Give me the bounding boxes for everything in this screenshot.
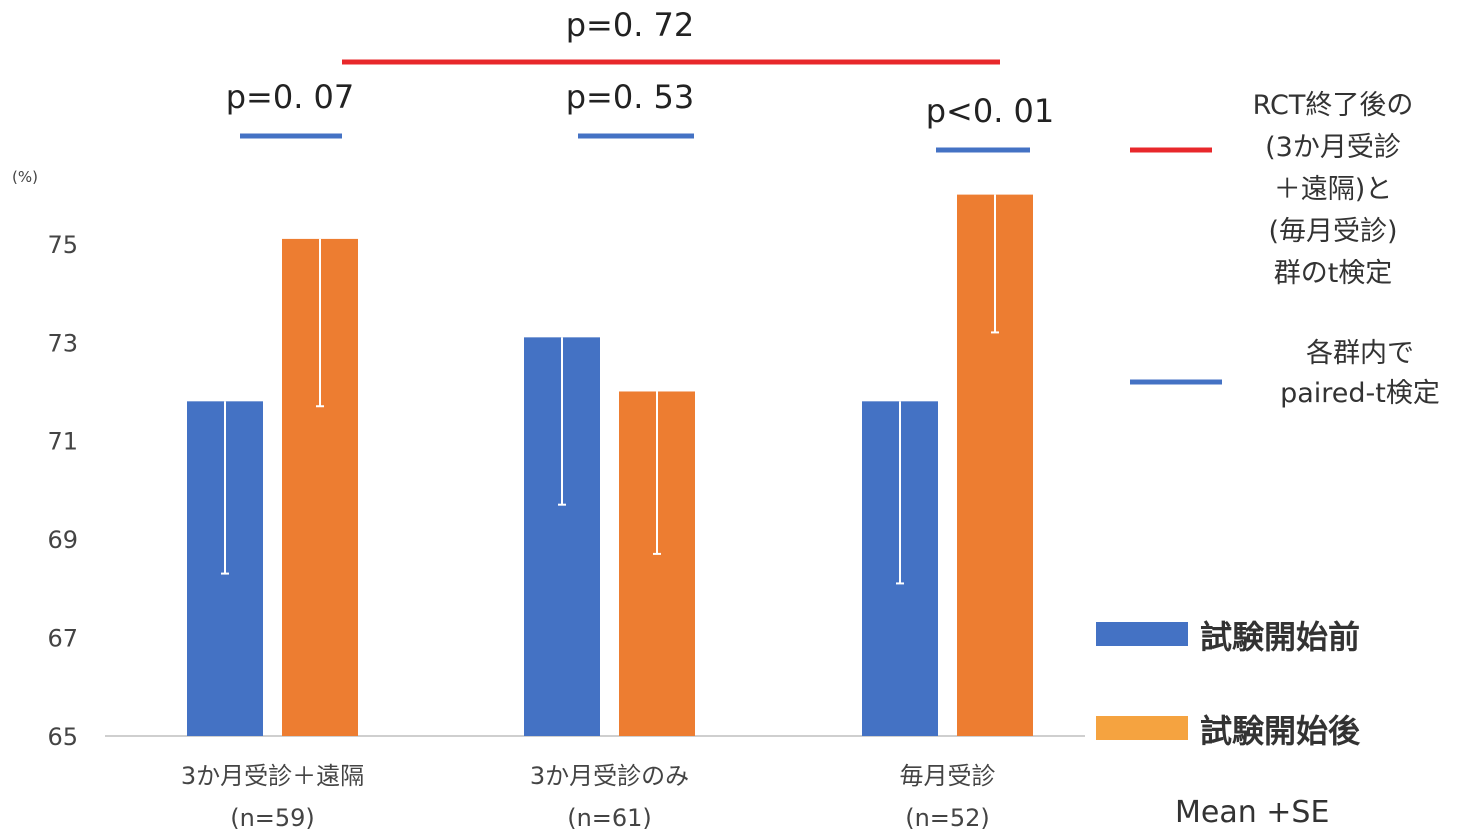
note-text: paired-t検定 (1280, 378, 1440, 409)
x-category-label: 3か月受診＋遠隔 (181, 762, 364, 790)
paired-test-p-value: p=0. 53 (566, 78, 695, 116)
note-text: 各群内で (1306, 338, 1414, 369)
x-category-n-label: (n=59) (230, 804, 315, 832)
footer-note: Mean +SE (1175, 795, 1329, 830)
y-axis-unit-label: (%) (12, 168, 38, 186)
legend-swatch (1096, 716, 1188, 740)
x-category-label: 3か月受診のみ (530, 762, 689, 790)
note-text: (毎月受診) (1268, 216, 1397, 247)
paired-test-p-value: p<0. 01 (926, 92, 1055, 130)
y-tick-label: 67 (47, 625, 78, 653)
x-category-n-label: (n=52) (905, 804, 990, 832)
annotation-layer: p=0. 07 p=0. 53 p<0. 01 p=0. 72 (226, 6, 1055, 153)
paired-test-p-value: p=0. 07 (226, 78, 355, 116)
bars-layer: 3か月受診＋遠隔 (n=59) 3か月受診のみ (n=61) 毎月受診 (n=52) (181, 194, 1033, 832)
y-tick-label: 71 (47, 428, 78, 456)
legend-swatch (1096, 622, 1188, 646)
y-tick-label: 73 (47, 329, 78, 357)
y-tick-label: 69 (47, 526, 78, 554)
note-text: RCT終了後の (1253, 90, 1414, 121)
x-category-n-label: (n=61) (567, 804, 652, 832)
y-tick-label: 65 (47, 723, 78, 751)
note-text: 群のt検定 (1274, 258, 1393, 289)
between-group-p-value: p=0. 72 (566, 6, 695, 44)
legend-label: 試験開始前 (1200, 618, 1360, 656)
note-text: ＋遠隔)と (1274, 174, 1393, 205)
y-tick-label: 75 (47, 231, 78, 259)
note-text: (3か月受診 (1265, 132, 1401, 163)
legend-label: 試験開始後 (1200, 712, 1361, 750)
x-category-label: 毎月受診 (900, 762, 996, 790)
